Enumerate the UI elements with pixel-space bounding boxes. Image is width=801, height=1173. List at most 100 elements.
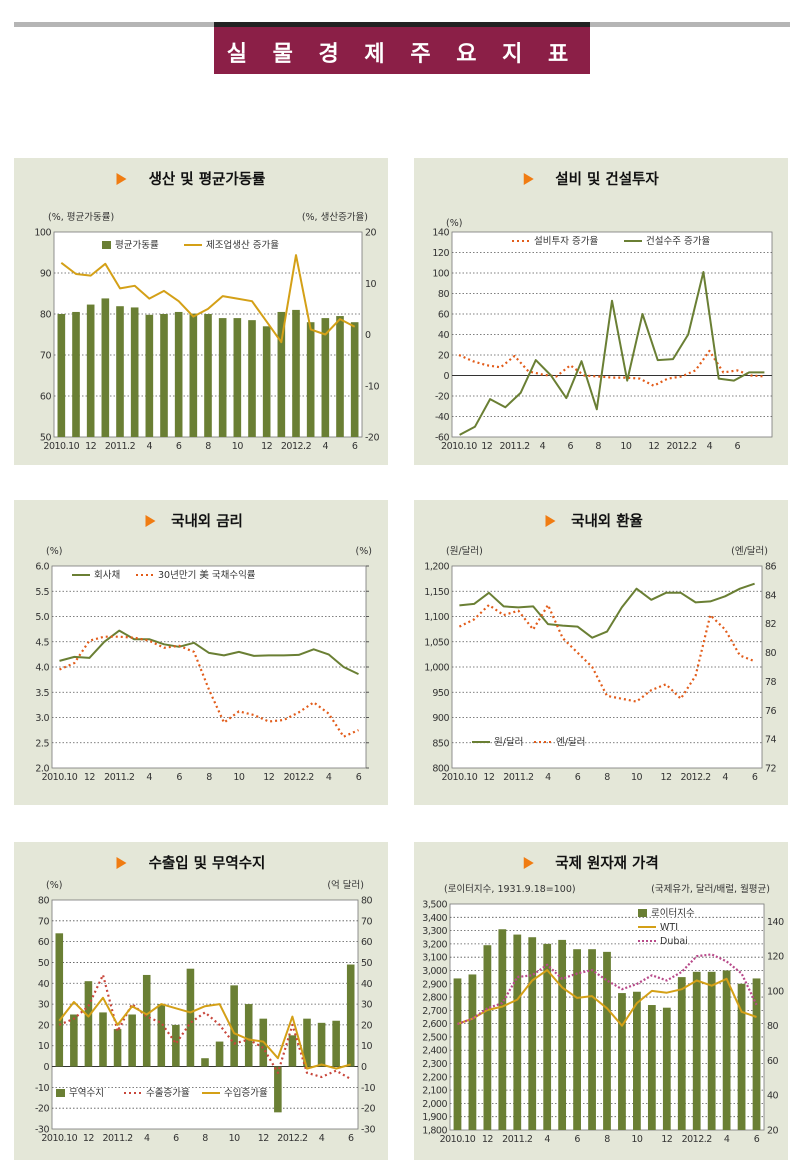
x-tick-label: 6 — [752, 772, 758, 783]
chart-svg: 국제 원자재 가격 (로이터지수, 1931.9.18=100) (국제유가, 달러… — [422, 854, 784, 1145]
y-tick-label: 3,300 — [422, 926, 447, 937]
series-line — [60, 254, 356, 344]
right-axis-unit: (%, 생산증가율) — [302, 212, 368, 223]
x-tick-label: 6 — [575, 772, 581, 783]
x-tick-label: 2012.2 — [281, 441, 312, 452]
legend-label: 제조업생산 증가율 — [206, 239, 279, 251]
right-axis-unit: (%) — [356, 546, 372, 557]
page-title: 실 물 경 제 주 요 지 표 — [226, 42, 578, 67]
y-tick-label: 30 — [38, 1000, 50, 1011]
title-marker-icon — [116, 857, 127, 869]
x-tick-label: 6 — [173, 1133, 179, 1144]
x-tick-label: 12 — [85, 441, 97, 452]
right-axis-unit: (국제유가, 달러/배럴, 월평균) — [651, 883, 770, 895]
y-tick-label: 900 — [432, 713, 449, 724]
y-tick-label: 100 — [432, 269, 449, 280]
y-tick-label: 800 — [432, 764, 449, 775]
y2-tick-label: -10 — [365, 381, 379, 392]
series-line — [458, 603, 755, 703]
bar — [84, 981, 93, 1067]
x-tick-label: 2011.2 — [102, 1133, 133, 1144]
chart-panel-commodity: 국제 원자재 가격 (로이터지수, 1931.9.18=100) (국제유가, 달러… — [414, 842, 788, 1160]
x-tick-label: 2010.10 — [441, 441, 477, 452]
y-tick-label: 2,200 — [422, 1072, 447, 1083]
y2-tick-label: 0 — [361, 1062, 367, 1073]
x-tick-label: 8 — [206, 772, 212, 783]
bar — [248, 320, 256, 437]
y-tick-label: 3,400 — [422, 913, 447, 924]
title-marker-icon — [116, 173, 127, 185]
bar — [145, 314, 154, 437]
bar — [233, 318, 242, 437]
x-tick-label: 6 — [567, 441, 573, 452]
bar — [72, 311, 80, 437]
y2-tick-label: 80 — [765, 648, 777, 659]
x-tick-label: 2012.2 — [666, 441, 697, 452]
x-tick-label: 12 — [261, 441, 273, 452]
y-tick-label: 4.0 — [35, 663, 49, 674]
y-tick-label: 1,200 — [424, 562, 449, 573]
y-tick-label: 70 — [40, 351, 52, 362]
title-marker-icon — [523, 857, 534, 869]
right-axis-unit: (억 달러) — [327, 879, 364, 891]
left-axis-unit: (원/달러) — [446, 545, 483, 557]
x-tick-label: 4 — [707, 441, 713, 452]
bar — [70, 1014, 78, 1067]
x-tick-label: 6 — [356, 772, 362, 783]
bar — [346, 964, 355, 1067]
x-tick-label: 4 — [540, 441, 546, 452]
x-tick-label: 2010.10 — [41, 1133, 77, 1144]
y-tick-label: 3,200 — [422, 939, 447, 950]
x-tick-label: 10 — [232, 441, 244, 452]
bar — [172, 1024, 180, 1067]
x-tick-label: 6 — [348, 1133, 354, 1144]
x-tick-label: 6 — [734, 441, 740, 452]
chart-title: 국내외 금리 — [171, 512, 243, 530]
legend-label: 수입증가율 — [224, 1087, 268, 1099]
legend-label: 원/달러 — [494, 736, 523, 748]
y-tick-label: 0 — [43, 1062, 49, 1073]
y2-tick-label: 20 — [767, 1126, 779, 1137]
y2-tick-label: 74 — [765, 735, 777, 746]
y-tick-label: 5.5 — [35, 587, 49, 598]
bar — [99, 1012, 107, 1067]
left-axis-unit: (로이터지수, 1931.9.18=100) — [444, 884, 576, 895]
legend-label: 무역수지 — [69, 1088, 104, 1099]
title-marker-icon — [545, 515, 556, 527]
chart-svg: 국내외 금리 (%) (%) 2.0 2.5 3.0 3.5 4.0 4.5 5.0 5.5 6.0 2… — [35, 512, 372, 783]
x-tick-label: 12 — [482, 1134, 494, 1145]
bar — [588, 949, 596, 1130]
y2-tick-label: -20 — [361, 1104, 375, 1115]
x-tick-label: 2012.2 — [682, 1134, 713, 1145]
x-tick-label: 12 — [263, 772, 275, 783]
x-tick-label: 6 — [176, 772, 182, 783]
y-tick-label: 1,900 — [422, 1112, 447, 1123]
y2-tick-label: 60 — [767, 1056, 779, 1067]
y-tick-label: 3.5 — [35, 688, 49, 699]
y-tick-label: 40 — [38, 979, 50, 990]
legend-label: 설비투자 증가율 — [534, 236, 598, 247]
bar — [174, 311, 183, 437]
y2-tick-label: 20 — [361, 1020, 373, 1031]
bar — [128, 1014, 136, 1067]
x-tick-label: 2012.2 — [277, 1133, 308, 1144]
y2-tick-label: 10 — [365, 279, 377, 290]
bar — [116, 306, 124, 437]
y2-tick-label: -30 — [361, 1125, 375, 1136]
y-tick-label: 60 — [38, 937, 50, 948]
chart-svg: 설비 및 건설투자 (%) -60 -40 -20 0 20 40 60 80 100 120 140 2… — [432, 170, 773, 452]
x-tick-label: 4 — [144, 1133, 150, 1144]
y-tick-label: 70 — [38, 916, 50, 927]
chart-title: 국내외 환율 — [571, 512, 643, 530]
y-tick-label: 140 — [432, 228, 449, 239]
x-tick-label: 12 — [258, 1133, 270, 1144]
bar — [722, 970, 731, 1130]
bar — [113, 1029, 122, 1067]
x-tick-label: 8 — [202, 1133, 208, 1144]
y2-tick-label: 40 — [767, 1091, 779, 1102]
page-title-bar: 실 물 경 제 주 요 지 표 — [214, 22, 590, 74]
bar — [262, 326, 271, 437]
bar — [157, 1004, 166, 1067]
x-tick-label: 2010.10 — [441, 772, 477, 783]
bar — [230, 985, 238, 1067]
